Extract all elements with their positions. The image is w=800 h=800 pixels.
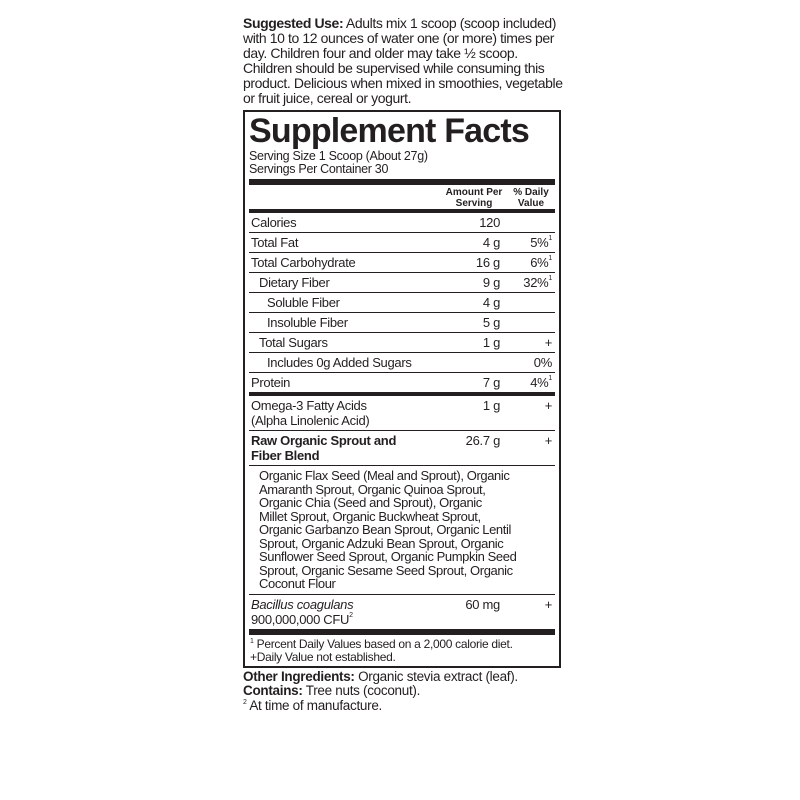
contains-label: Contains: bbox=[243, 683, 303, 698]
nutrient-amount: 26.7 g bbox=[465, 433, 501, 448]
nutrient-dv: 4%1 bbox=[530, 375, 552, 390]
blend-line: Sprout, Organic Adzuki Bean Sprout, Orga… bbox=[259, 535, 504, 551]
suggested-use-text: Adults mix 1 scoop (scoop included) with… bbox=[243, 15, 563, 106]
other-ingredients-text: Organic stevia extract (leaf). bbox=[358, 668, 518, 684]
nutrient-dv: 5%1 bbox=[530, 235, 552, 250]
blend-line: Sprout, Organic Sesame Seed Sprout, Orga… bbox=[259, 562, 513, 578]
nutrient-name: Total Carbohydrate bbox=[251, 255, 356, 270]
supplement-facts-panel: Supplement Facts Serving Size 1 Scoop (A… bbox=[243, 110, 561, 668]
nutrient-amount: 1 g bbox=[482, 335, 500, 350]
nutrient-dv-value: 5% bbox=[530, 235, 549, 250]
blend-line: Millet Sprout, Organic Buckwheat Sprout, bbox=[259, 508, 481, 524]
nutrient-amount: 120 bbox=[479, 215, 500, 230]
nutrient-row: Protein 7 g 4%1 bbox=[249, 372, 555, 392]
footnote-marker: 1 bbox=[250, 637, 254, 645]
nutrient-row: Includes 0g Added Sugars 0% bbox=[249, 352, 555, 372]
footnote-1: Percent Daily Values based on a 2,000 ca… bbox=[256, 636, 513, 651]
blend-name: Raw Organic Sprout and bbox=[251, 433, 397, 448]
footnote-marker: 1 bbox=[548, 375, 552, 382]
nutrient-dv: 6%1 bbox=[530, 255, 552, 270]
nutrient-row: Insoluble Fiber 5 g bbox=[249, 312, 555, 332]
nutrient-name: Soluble Fiber bbox=[267, 295, 340, 310]
servings-per-container: Servings Per Container 30 bbox=[249, 162, 389, 176]
nutrient-dv: + bbox=[544, 596, 553, 612]
blend-ingredients: Organic Flax Seed (Meal and Sprout), Org… bbox=[249, 465, 555, 594]
suggested-use: Suggested Use: Adults mix 1 scoop (scoop… bbox=[243, 16, 563, 106]
nutrient-dv: 32%1 bbox=[523, 275, 552, 290]
nutrient-amount: 7 g bbox=[482, 375, 500, 390]
footnote-marker: 1 bbox=[548, 275, 552, 282]
nutrient-name: Total Sugars bbox=[259, 335, 328, 350]
nutrient-name: Protein bbox=[251, 375, 291, 390]
nutrient-dv: + bbox=[544, 398, 553, 413]
nutrient-dv-value: 32% bbox=[523, 275, 549, 290]
blend-line: Coconut Flour bbox=[259, 576, 336, 591]
blend-line: Organic Garbanzo Bean Sprout, Organic Le… bbox=[259, 522, 511, 537]
nutrient-name: Dietary Fiber bbox=[259, 275, 330, 290]
nutrient-dv-value: 4% bbox=[530, 375, 549, 390]
nutrient-amount: 4 g bbox=[482, 295, 500, 310]
nutrient-amount: 60 mg bbox=[465, 596, 500, 612]
nutrient-row: Total Fat 4 g 5%1 bbox=[249, 232, 555, 252]
nutrient-dv: + bbox=[544, 335, 553, 350]
footnote-marker: 2 bbox=[349, 611, 353, 619]
nutrient-name: Calories bbox=[251, 215, 297, 230]
nutrient-row: Soluble Fiber 4 g bbox=[249, 292, 555, 312]
nutrient-row-bacillus: Bacillus coagulans 900,000,000 CFU2 60 m… bbox=[249, 593, 555, 629]
blend-line: Organic Chia (Seed and Sprout), Organic bbox=[259, 495, 482, 510]
blend-subname: Fiber Blend bbox=[251, 448, 320, 463]
nutrient-row-omega3: Omega-3 Fatty Acids (Alpha Linolenic Aci… bbox=[249, 396, 555, 430]
nutrient-dv-value: 6% bbox=[530, 255, 549, 270]
nutrient-row: Calories 120 bbox=[249, 213, 555, 232]
footnote-marker: 2 bbox=[243, 698, 247, 706]
nutrient-name: Bacillus coagulans bbox=[251, 596, 354, 612]
nutrient-dv: + bbox=[544, 433, 553, 448]
footnote-2: +Daily Value not established. bbox=[250, 649, 396, 664]
nutrient-row: Total Sugars 1 g + bbox=[249, 332, 555, 352]
column-header: Amount Per Serving % Daily Value bbox=[249, 185, 555, 209]
nutrient-name: Includes 0g Added Sugars bbox=[267, 355, 412, 370]
divider-medium bbox=[249, 392, 555, 396]
other-info: Other Ingredients: Organic stevia extrac… bbox=[243, 668, 563, 714]
nutrient-dv-value: 0% bbox=[533, 355, 553, 370]
contains-text: Tree nuts (coconut). bbox=[305, 683, 421, 698]
nutrient-row: Total Carbohydrate 16 g 6%1 bbox=[249, 252, 555, 272]
footnote-marker: 1 bbox=[548, 235, 552, 242]
blend-line: Sunflower Seed Sprout, Organic Pumpkin S… bbox=[259, 549, 517, 564]
footnotes: 1 Percent Daily Values based on a 2,000 … bbox=[250, 636, 555, 664]
blend-line: Amaranth Sprout, Organic Quinoa Sprout, bbox=[259, 481, 486, 497]
nutrient-name: Insoluble Fiber bbox=[267, 315, 348, 330]
divider-medium bbox=[249, 209, 555, 213]
nutrient-subname: 900,000,000 CFU bbox=[251, 611, 350, 627]
nutrient-rows: Calories 120 Total Fat 4 g 5%1 Total Carbohyd… bbox=[247, 213, 557, 392]
facts-title: Supplement Facts bbox=[249, 112, 530, 150]
nutrient-amount: 1 g bbox=[482, 398, 500, 413]
nutrient-row: Dietary Fiber 9 g 32%1 bbox=[249, 272, 555, 292]
nutrient-dv: 0% bbox=[533, 355, 553, 370]
nutrient-row-blend: Raw Organic Sprout and Fiber Blend 26.7 … bbox=[249, 430, 555, 465]
nutrient-dv-value: + bbox=[544, 335, 553, 350]
nutrient-name: Total Fat bbox=[251, 235, 299, 250]
serving-size: Serving Size 1 Scoop (About 27g) bbox=[249, 149, 428, 163]
other-ingredients-label: Other Ingredients: bbox=[243, 668, 355, 684]
nutrient-amount: 9 g bbox=[482, 275, 500, 290]
footnote-marker: 1 bbox=[548, 255, 552, 262]
header-amount: Amount Per Serving bbox=[445, 187, 503, 209]
divider-thick bbox=[249, 179, 555, 185]
suggested-use-label: Suggested Use: bbox=[243, 15, 344, 31]
nutrient-name: Omega-3 Fatty Acids bbox=[251, 398, 367, 413]
header-dv: % Daily Value bbox=[513, 187, 549, 209]
label-column: Suggested Use: Adults mix 1 scoop (scoop… bbox=[243, 16, 563, 713]
divider-thick bbox=[249, 628, 555, 635]
nutrient-subname: (Alpha Linolenic Acid) bbox=[251, 413, 370, 428]
blend-line: Organic Flax Seed (Meal and Sprout), Org… bbox=[259, 468, 510, 483]
nutrient-amount: 16 g bbox=[475, 255, 500, 270]
manufacture-note: At time of manufacture. bbox=[249, 697, 382, 713]
nutrient-amount: 5 g bbox=[482, 315, 500, 330]
nutrient-amount: 4 g bbox=[482, 235, 500, 250]
